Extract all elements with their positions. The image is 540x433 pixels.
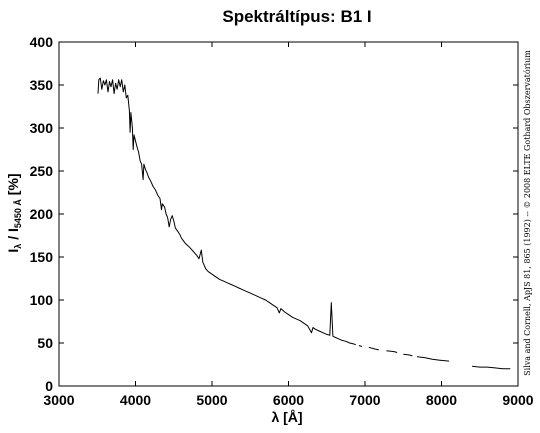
y-tick-label: 350	[30, 77, 54, 93]
y-tick-label: 100	[30, 292, 54, 308]
spectrum-line-segment	[386, 350, 398, 353]
x-axis-ticks: 3000 4000 5000 6000 7000 8000 9000	[43, 42, 534, 408]
y-axis-label: Iλ / I5450 Å [%]	[5, 173, 23, 252]
y-label-separator: / I	[5, 228, 21, 244]
y-tick-label: 0	[45, 378, 53, 394]
spectrum-line-segment	[358, 345, 363, 347]
y-tick-label: 150	[30, 249, 54, 265]
y-label-unit: [%]	[5, 173, 21, 199]
x-tick-label: 8000	[426, 392, 457, 408]
x-tick-label: 9000	[502, 392, 533, 408]
y-label-main: I	[5, 249, 21, 253]
y-tick-label: 300	[30, 120, 54, 136]
x-tick-label: 6000	[273, 392, 304, 408]
spectrum-line-segment	[97, 77, 356, 346]
x-axis-label: λ [Å]	[271, 409, 302, 425]
chart-title: Spektráltípus: B1 I	[222, 7, 371, 26]
spectrum-line-segment	[368, 346, 379, 351]
spectrum-line-segment	[472, 365, 511, 370]
axes-frame	[58, 41, 519, 387]
x-tick-label: 7000	[349, 392, 380, 408]
y-tick-label: 50	[37, 335, 53, 351]
x-tick-label: 3000	[43, 392, 74, 408]
y-tick-label: 400	[30, 34, 54, 50]
spectrum-line-segment	[416, 356, 450, 362]
plot-frame	[58, 41, 519, 387]
spectrum-series	[97, 77, 511, 370]
x-tick-label: 5000	[196, 392, 227, 408]
spectrum-line-segment	[403, 353, 413, 357]
y-axis-ticks: 0 50 100 150 200 250 300 350 400	[30, 34, 518, 394]
y-label-sub-lambda: λ	[13, 244, 23, 249]
y-label-sub-reference: 5450 Å	[13, 199, 23, 229]
copyright-credit: Silva and Cornell, ApJS 81, 865 (1992) -…	[523, 50, 532, 376]
x-tick-label: 4000	[120, 392, 151, 408]
y-tick-label: 250	[30, 163, 54, 179]
y-tick-label: 200	[30, 206, 54, 222]
